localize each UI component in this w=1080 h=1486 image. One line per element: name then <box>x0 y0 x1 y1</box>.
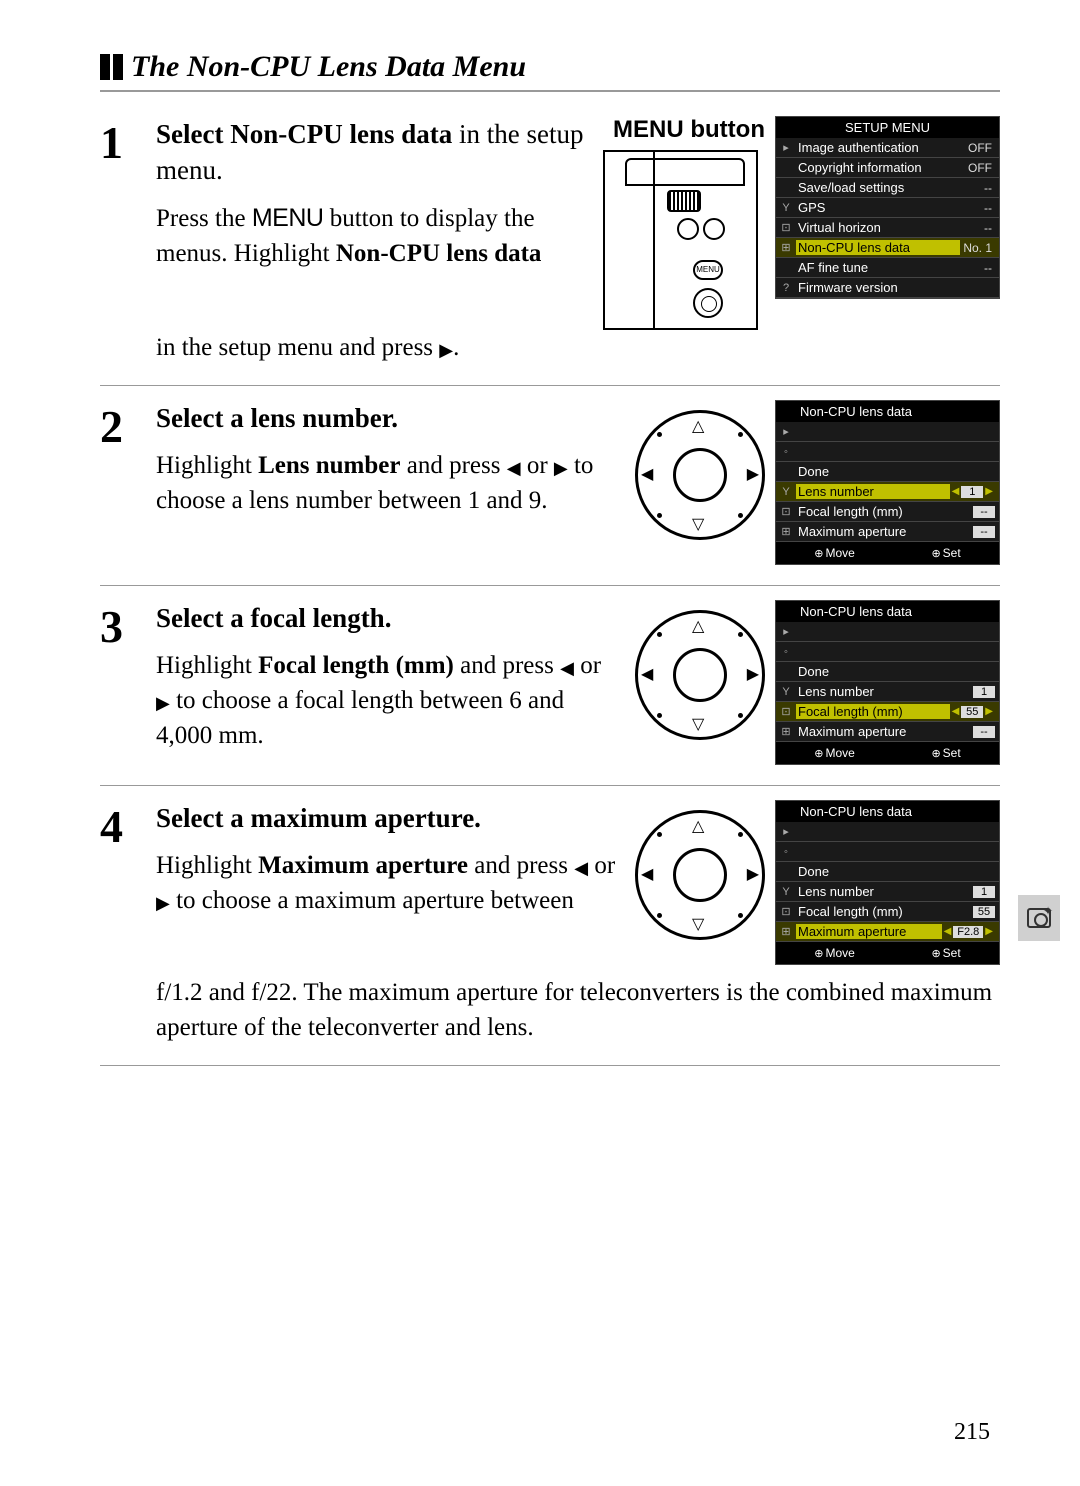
lens-menu-screen: Non-CPU lens data▸◦DoneYLens number1⊡Foc… <box>775 800 1000 965</box>
step-text: Highlight Lens number and press ◀ or ▶ t… <box>156 448 619 518</box>
menu-row: ◦ <box>776 442 999 462</box>
menu-row: Done <box>776 862 999 882</box>
screen-title: Non-CPU lens data <box>776 401 999 422</box>
menu-button-label: MENU button <box>613 116 765 144</box>
screen-footer: MoveSet <box>776 742 999 764</box>
menu-row: AF fine tune-- <box>776 258 999 278</box>
camera-diagram: MENU <box>603 150 758 330</box>
menu-row: Done <box>776 662 999 682</box>
step-text: Highlight Focal length (mm) and press ◀ … <box>156 648 619 753</box>
step-title: Select Non-CPU lens data in the setup me… <box>156 116 587 189</box>
menu-row: ◦ <box>776 842 999 862</box>
menu-row: ⊡Focal length (mm)◀55▶ <box>776 702 999 722</box>
step-number: 4 <box>100 800 156 1045</box>
menu-row: Copyright informationOFF <box>776 158 999 178</box>
menu-row: ⊡Focal length (mm)-- <box>776 502 999 522</box>
step-text-continued: in the setup menu and press ▶. <box>156 330 1000 365</box>
screen-title: SETUP MENU <box>776 117 999 138</box>
menu-row: Done <box>776 462 999 482</box>
multi-selector-icon: △▽ ◀▶ <box>635 410 765 540</box>
step-illustration: △▽ ◀▶ Non-CPU lens data▸◦DoneYLens numbe… <box>635 400 1000 565</box>
step-number: 1 <box>100 116 156 365</box>
menu-row: YGPS-- <box>776 198 999 218</box>
screen-footer: MoveSet <box>776 542 999 564</box>
menu-row: ⊞Non-CPU lens dataNo. 1 <box>776 238 999 258</box>
menu-row: ▸ <box>776 822 999 842</box>
step-number: 2 <box>100 400 156 565</box>
multi-selector-icon: △▽ ◀▶ <box>635 610 765 740</box>
section-tab-icon: ✦ <box>1018 895 1060 941</box>
menu-row: ▸ <box>776 422 999 442</box>
screen-title: Non-CPU lens data <box>776 801 999 822</box>
step-illustration: △▽ ◀▶ Non-CPU lens data▸◦DoneYLens numbe… <box>635 600 1000 765</box>
step-2: 2 Select a lens number. Highlight Lens n… <box>100 386 1000 586</box>
screen-title: Non-CPU lens data <box>776 601 999 622</box>
step-text: Press the MENU button to display the men… <box>156 201 587 271</box>
setup-menu-screen: SETUP MENU ▸Image authenticationOFFCopyr… <box>775 116 1000 299</box>
step-1: 1 Select Non-CPU lens data in the setup … <box>100 102 1000 386</box>
menu-row: ⊡Virtual horizon-- <box>776 218 999 238</box>
menu-row: ▸ <box>776 622 999 642</box>
step-title: Select a lens number. <box>156 400 619 436</box>
menu-row: ▸Image authenticationOFF <box>776 138 999 158</box>
menu-row: ◦ <box>776 642 999 662</box>
lens-menu-screen: Non-CPU lens data▸◦DoneYLens number1⊡Foc… <box>775 600 1000 765</box>
step-illustration: △▽ ◀▶ Non-CPU lens data▸◦DoneYLens numbe… <box>635 800 1000 965</box>
step-4: 4 Select a maximum aperture. Highlight M… <box>100 786 1000 1066</box>
menu-row: ?Firmware version <box>776 278 999 298</box>
lens-menu-screen: Non-CPU lens data▸◦DoneYLens number◀1▶⊡F… <box>775 400 1000 565</box>
menu-row: ⊞Maximum aperture◀F2.8▶ <box>776 922 999 942</box>
header-bars-icon <box>100 54 123 80</box>
menu-row: ⊡Focal length (mm)55 <box>776 902 999 922</box>
step-title: Select a maximum aperture. <box>156 800 619 836</box>
step-title: Select a focal length. <box>156 600 619 636</box>
menu-row: YLens number1 <box>776 682 999 702</box>
menu-row: ⊞Maximum aperture-- <box>776 522 999 542</box>
step-text: Highlight Maximum aperture and press ◀ o… <box>156 848 619 918</box>
menu-row: Save/load settings-- <box>776 178 999 198</box>
header-title: The Non-CPU Lens Data Menu <box>131 50 526 84</box>
menu-row: YLens number◀1▶ <box>776 482 999 502</box>
multi-selector-icon: △▽ ◀▶ <box>635 810 765 940</box>
section-header: The Non-CPU Lens Data Menu <box>100 50 1000 92</box>
menu-row: YLens number1 <box>776 882 999 902</box>
step-3: 3 Select a focal length. Highlight Focal… <box>100 586 1000 786</box>
step-illustration: MENU button MENU SETUP MENU ▸Image authe… <box>603 116 1000 330</box>
page-number: 215 <box>954 1419 990 1446</box>
screen-footer: MoveSet <box>776 942 999 964</box>
menu-row: ⊞Maximum aperture-- <box>776 722 999 742</box>
step-number: 3 <box>100 600 156 765</box>
step-text-continued: f/1.2 and f/22. The maximum aperture for… <box>156 975 1000 1045</box>
